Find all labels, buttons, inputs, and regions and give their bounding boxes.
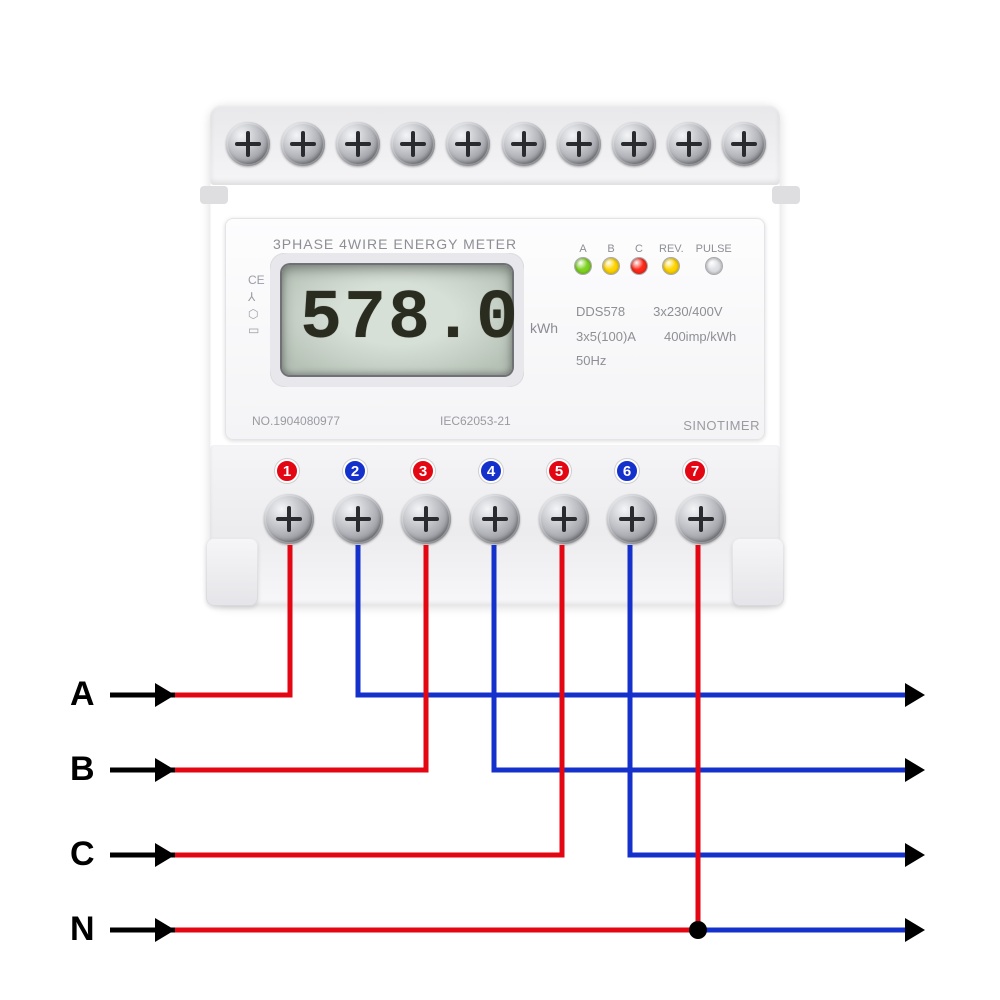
iec-standard: IEC62053-21	[440, 414, 511, 428]
led-icon	[603, 258, 619, 274]
terminal-tag-5: 5	[547, 459, 571, 483]
led-label: C	[631, 243, 647, 255]
screw-icon	[722, 122, 766, 166]
led-a: A	[575, 243, 591, 274]
screw-icon	[281, 122, 325, 166]
led-label: PULSE	[696, 243, 732, 255]
screw-icon	[391, 122, 435, 166]
bottom-screw-row	[264, 494, 726, 544]
screw-icon	[336, 122, 380, 166]
hex-icon: ⬡	[248, 306, 265, 323]
brand-name: SINOTIMER	[683, 418, 760, 433]
terminal-tag-2: 2	[343, 459, 367, 483]
led-label: A	[575, 243, 591, 255]
led-rev.: REV.	[659, 243, 684, 274]
terminal-screw-icon	[264, 494, 314, 544]
terminal-screw-icon	[539, 494, 589, 544]
spec-block: DDS578 3x230/400V 3x5(100)A 400imp/kWh 5…	[576, 300, 736, 374]
terminal-screw-icon	[676, 494, 726, 544]
screw-icon	[612, 122, 656, 166]
diagram-canvas: 3PHASE 4WIRE ENERGY METER CE ⅄ ⬡ ▭ 578.0…	[0, 0, 1000, 1000]
meter-title: 3PHASE 4WIRE ENERGY METER	[273, 236, 517, 252]
led-icon	[575, 258, 591, 274]
serial-number: NO.1904080977	[252, 414, 340, 428]
terminal-screw-icon	[333, 494, 383, 544]
led-label: B	[603, 243, 619, 255]
phase-label-N: N	[70, 910, 95, 949]
screw-icon	[502, 122, 546, 166]
symbol-block: CE ⅄ ⬡ ▭	[248, 272, 265, 339]
screw-icon	[226, 122, 270, 166]
led-icon	[631, 258, 647, 274]
terminal-tag-7: 7	[683, 459, 707, 483]
terminal-tag-1: 1	[275, 459, 299, 483]
mount-flange-left	[206, 538, 258, 606]
terminal-screw-icon	[401, 494, 451, 544]
clip-left	[200, 186, 228, 204]
screw-icon	[667, 122, 711, 166]
spec-current: 3x5(100)A	[576, 325, 636, 350]
clip-right	[772, 186, 800, 204]
spec-imp: 400imp/kWh	[664, 325, 736, 350]
terminal-tag-6: 6	[615, 459, 639, 483]
phase-label-B: B	[70, 750, 95, 789]
led-row: ABC REV. PULSE	[575, 243, 732, 274]
led-icon	[706, 258, 722, 274]
spec-voltage: 3x230/400V	[653, 300, 722, 325]
phase-label-C: C	[70, 835, 95, 874]
screw-icon	[446, 122, 490, 166]
led-label: REV.	[659, 243, 684, 255]
wye-icon: ⅄	[248, 289, 265, 306]
box-icon: ▭	[248, 322, 265, 339]
unit-label: kWh	[530, 320, 558, 336]
ce-icon: CE	[248, 272, 265, 289]
terminal-screw-icon	[607, 494, 657, 544]
spec-freq: 50Hz	[576, 349, 606, 374]
led-c: C	[631, 243, 647, 274]
led-pulse: PULSE	[696, 243, 732, 274]
mount-flange-right	[732, 538, 784, 606]
spec-model: DDS578	[576, 300, 625, 325]
led-b: B	[603, 243, 619, 274]
screw-icon	[557, 122, 601, 166]
terminal-tag-4: 4	[479, 459, 503, 483]
top-screw-row	[226, 122, 766, 172]
terminal-screw-icon	[470, 494, 520, 544]
phase-label-A: A	[70, 675, 95, 714]
terminal-tag-3: 3	[411, 459, 435, 483]
lcd-value: 578.0	[300, 280, 500, 359]
led-icon	[663, 258, 679, 274]
